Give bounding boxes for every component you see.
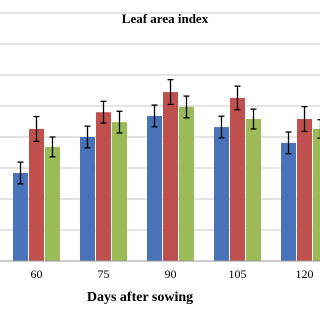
bar	[297, 119, 312, 262]
error-bar	[33, 115, 40, 142]
bar	[179, 106, 194, 262]
bar	[45, 146, 60, 261]
bar	[13, 172, 28, 261]
error-bar	[49, 136, 56, 158]
error-bar	[167, 79, 174, 106]
error-bar	[250, 108, 257, 130]
error-bar	[84, 125, 91, 149]
error-bar	[218, 115, 225, 139]
bar	[230, 97, 245, 261]
error-bar	[17, 161, 24, 185]
bar	[112, 122, 127, 262]
x-axis-label: Days after sowing	[87, 290, 193, 305]
bar	[80, 137, 95, 261]
x-tick-label: 75	[98, 267, 110, 281]
error-bar	[285, 131, 292, 155]
bar	[29, 128, 44, 261]
bar	[96, 112, 111, 261]
x-tick-label: 120	[296, 267, 314, 281]
x-tick-label: 105	[229, 267, 247, 281]
bar	[163, 92, 178, 261]
error-bar	[301, 105, 308, 133]
bar	[246, 119, 261, 262]
error-bar	[116, 110, 123, 134]
bar	[147, 115, 162, 261]
x-tick-label: 90	[165, 267, 177, 281]
bar	[281, 142, 296, 261]
error-bar	[183, 95, 190, 119]
error-bar	[234, 85, 241, 111]
error-bar	[317, 118, 320, 139]
bar	[214, 127, 229, 261]
chart-title: Leaf area index	[122, 11, 209, 26]
error-bar	[151, 104, 158, 128]
error-bar	[100, 100, 107, 124]
x-tick-label: 60	[31, 267, 43, 281]
bar	[313, 128, 320, 261]
